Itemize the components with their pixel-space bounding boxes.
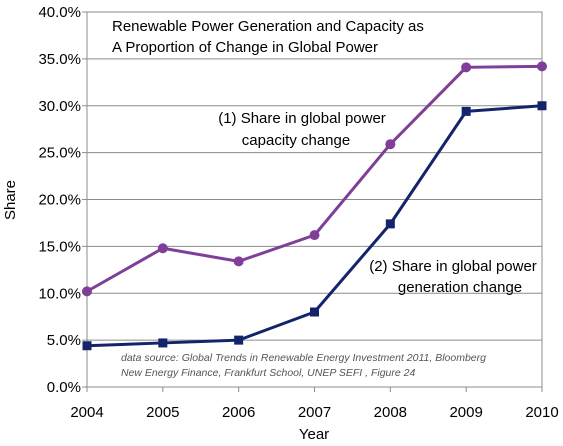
capacity-point-2004 [82,286,92,297]
capacity-point-2006 [233,256,244,267]
x-tick-marks [86,387,543,392]
y-tick-label: 30.0% [38,98,81,115]
y-tick-label: 25.0% [38,145,81,162]
x-axis-title: Year [299,426,329,443]
capacity-point-2009 [461,62,472,73]
source-note-line-2: New Energy Finance, Frankfurt School, UN… [121,367,415,379]
y-axis-title: Share [2,180,19,220]
capacity-point-2005 [157,243,168,254]
y-tick-label: 20.0% [38,192,81,209]
x-tick-label: 2010 [525,404,558,421]
y-tick-label: 0.0% [47,379,81,396]
generation-point-2007 [310,307,319,317]
y-tick-label: 5.0% [47,332,81,349]
y-tick-labels: 0.0% 5.0% 10.0% 15.0% 20.0% 25.0% 30.0% 35.0% 40… [38,4,81,396]
source-note-line-1: data source: Global Trends in Renewable … [121,352,486,364]
capacity-point-2010 [537,61,547,72]
generation-point-2004 [82,341,92,351]
x-tick-labels: 2004 2005 2006 2007 2008 2009 2010 [70,404,558,421]
y-tick-label: 10.0% [38,285,81,302]
x-tick-label: 2009 [449,404,482,421]
series-markers [82,61,547,351]
generation-annotation-line-2: generation change [398,279,522,296]
x-tick-label: 2008 [374,404,407,421]
y-tick-label: 40.0% [38,4,81,21]
generation-annotation-line-1: (2) Share in global power [369,258,537,275]
x-tick-label: 2007 [298,404,331,421]
y-tick-label: 15.0% [38,238,81,255]
generation-point-2005 [158,338,168,348]
capacity-point-2008 [385,139,396,150]
capacity-annotation-line-1: (1) Share in global power [218,110,386,127]
capacity-annotation-line-2: capacity change [242,132,350,149]
x-tick-label: 2005 [146,404,179,421]
generation-point-2010 [537,101,547,111]
y-tick-label: 35.0% [38,51,81,68]
chart-title-line-2: A Proportion of Change in Global Power [112,39,378,56]
x-tick-label: 2004 [70,404,103,421]
x-tick-label: 2006 [222,404,255,421]
generation-point-2008 [385,219,395,229]
series-lines [86,64,543,348]
capacity-point-2007 [309,230,320,241]
generation-point-2006 [234,335,244,345]
chart-title-line-1: Renewable Power Generation and Capacity … [112,18,424,35]
generation-point-2009 [461,106,471,116]
